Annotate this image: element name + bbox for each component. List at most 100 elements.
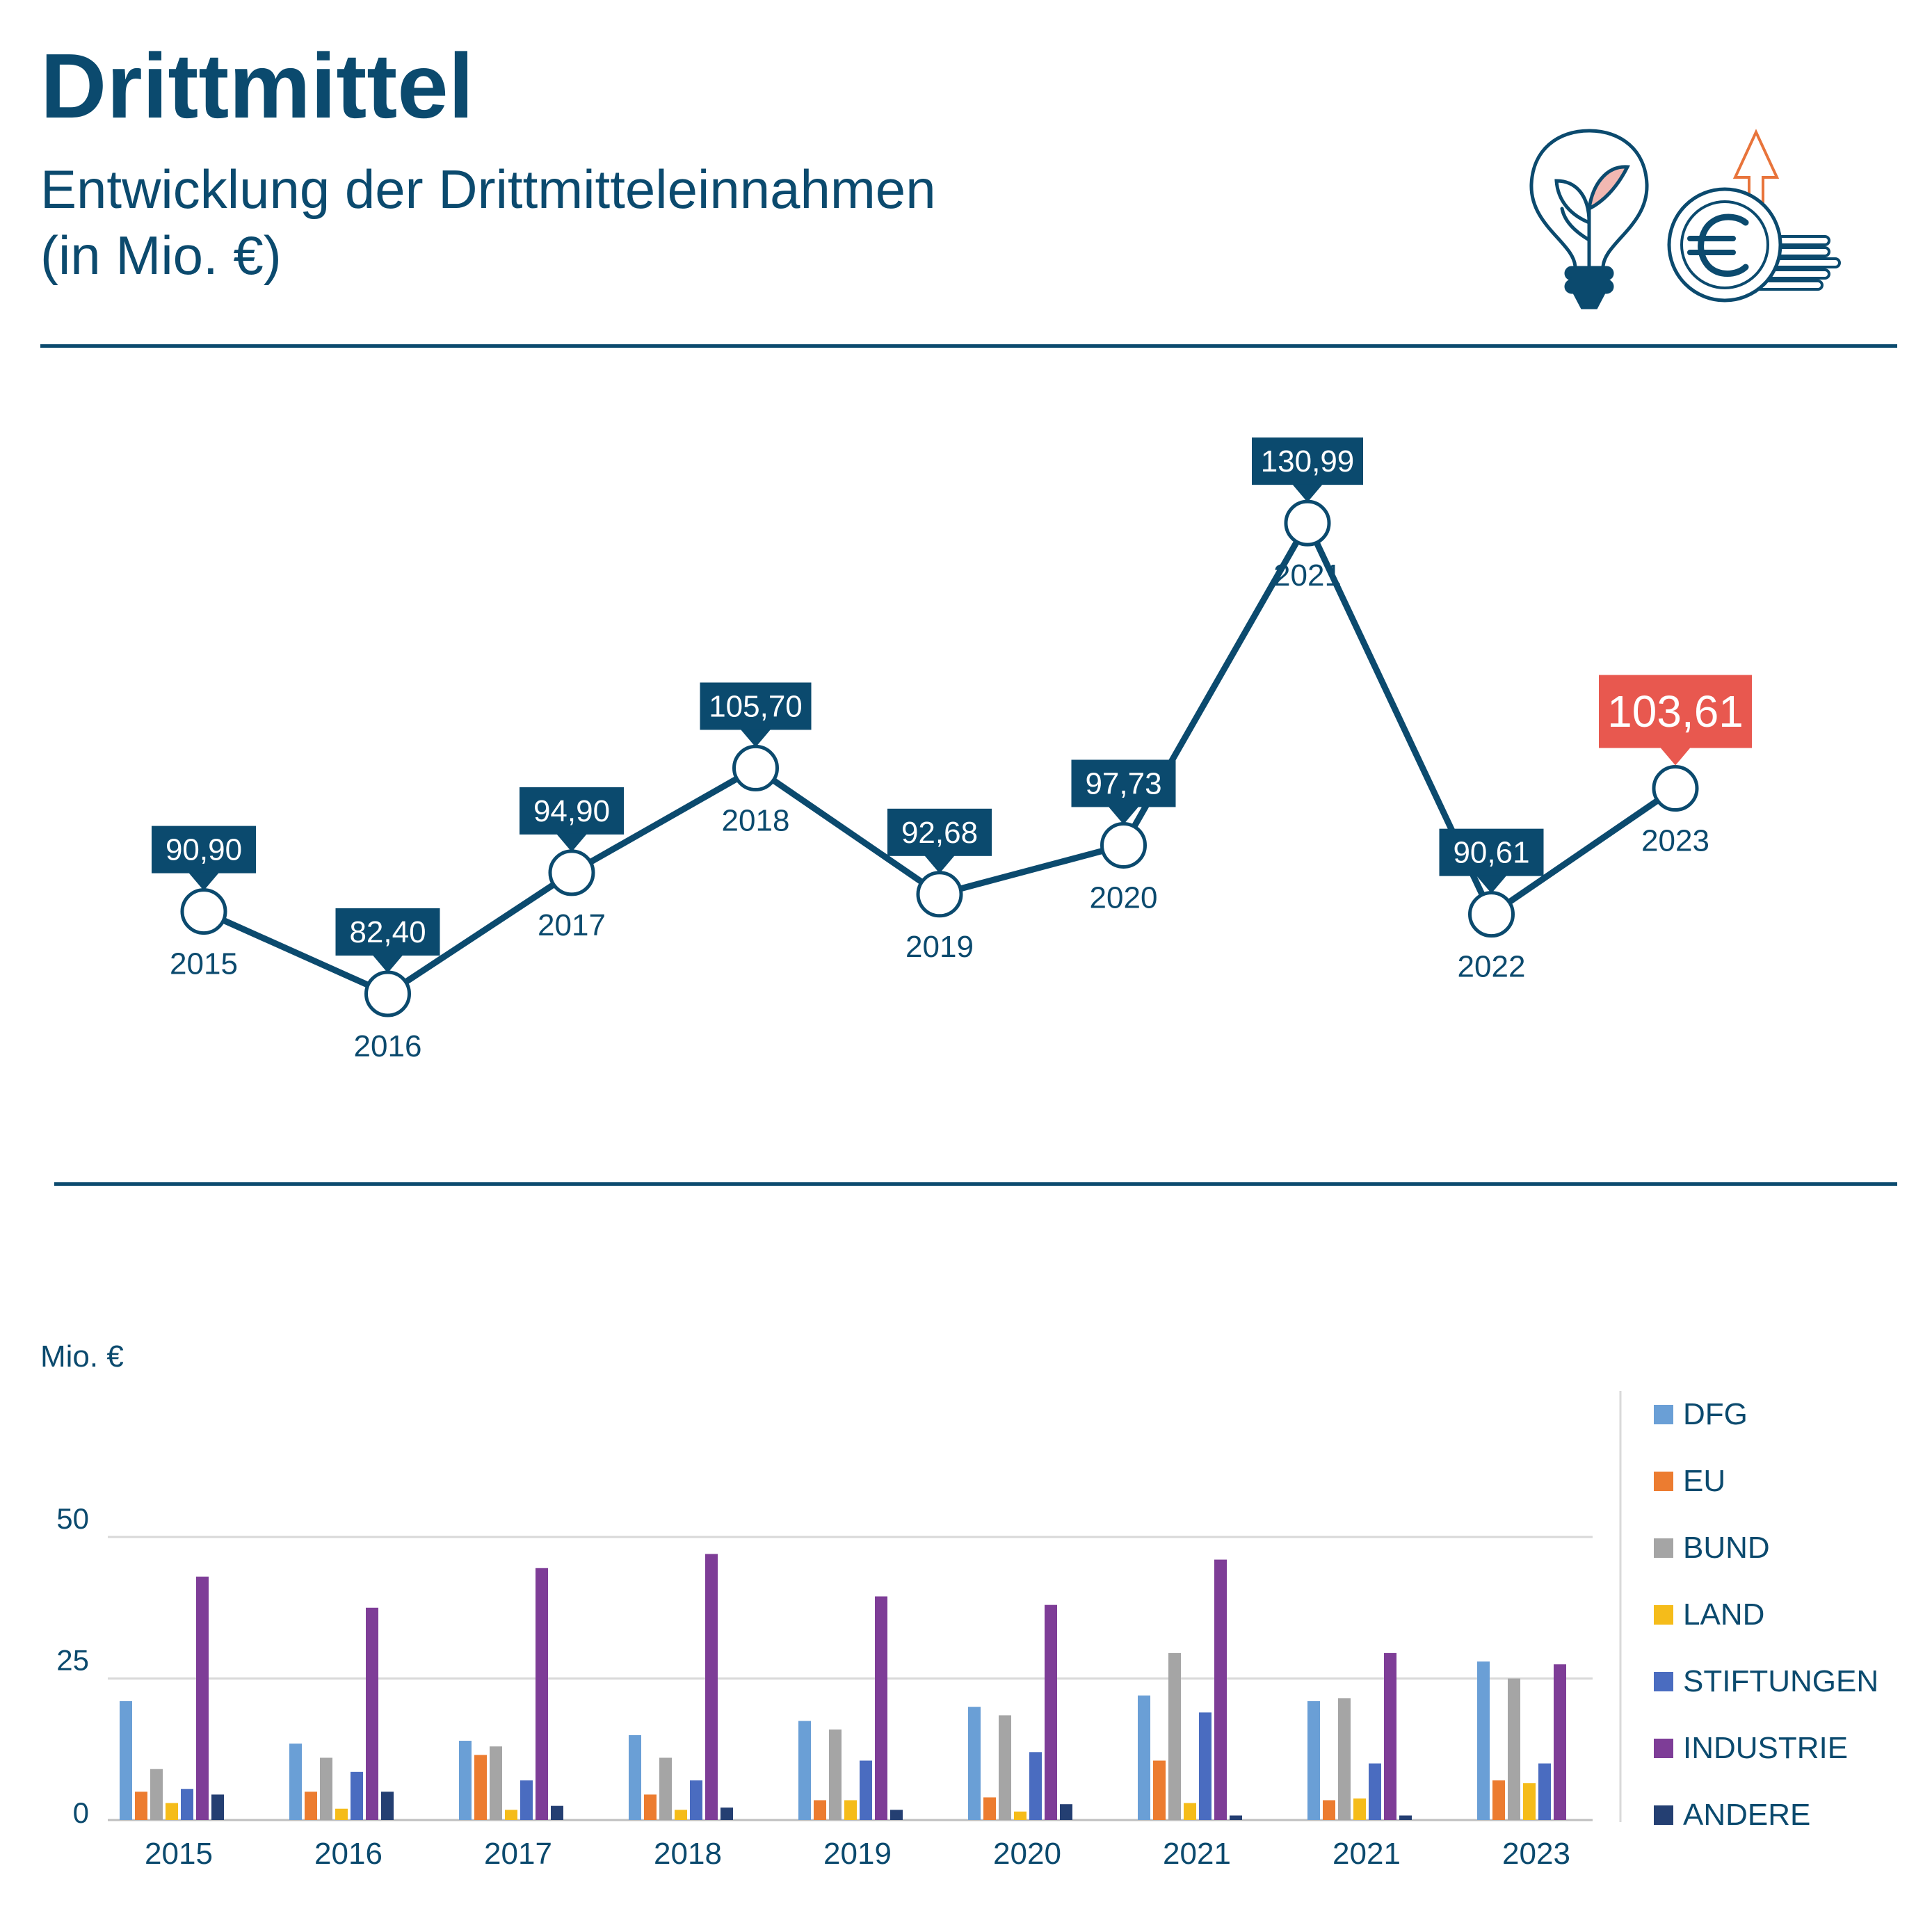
value-callout-box bbox=[1439, 828, 1544, 876]
legend-label: INDUSTRIE bbox=[1683, 1731, 1848, 1765]
bar bbox=[166, 1803, 178, 1820]
x-tick-label: 2019 bbox=[823, 1837, 892, 1871]
data-point bbox=[1284, 499, 1331, 547]
bar bbox=[1508, 1678, 1520, 1820]
x-tick-label: 2015 bbox=[145, 1837, 213, 1871]
bar bbox=[551, 1805, 563, 1820]
value-callout-box bbox=[152, 826, 256, 874]
x-tick-label: 2022 bbox=[1458, 950, 1526, 984]
bar bbox=[1014, 1811, 1027, 1820]
bar bbox=[705, 1554, 718, 1820]
legend-swatch bbox=[1654, 1672, 1673, 1691]
bar bbox=[459, 1741, 472, 1820]
bar bbox=[1399, 1815, 1412, 1820]
bar bbox=[629, 1734, 641, 1820]
x-tick-label: 2019 bbox=[905, 930, 974, 964]
value-callout-pointer bbox=[556, 833, 587, 852]
x-tick-label: 2020 bbox=[1090, 880, 1158, 915]
bar bbox=[1199, 1712, 1211, 1820]
data-point bbox=[732, 744, 779, 791]
bar bbox=[335, 1808, 348, 1820]
bar bbox=[135, 1792, 147, 1820]
value-callout-pointer bbox=[1476, 875, 1507, 894]
x-tick-label: 2021 bbox=[1273, 558, 1342, 593]
legend-swatch bbox=[1654, 1472, 1673, 1491]
bar bbox=[1369, 1763, 1381, 1820]
legend-label: DFG bbox=[1683, 1397, 1748, 1431]
data-label: 92,68 bbox=[901, 816, 978, 850]
data-label: 103,61 bbox=[1607, 686, 1744, 736]
bar bbox=[844, 1800, 857, 1820]
legend-label: STIFTUNGEN bbox=[1683, 1664, 1878, 1698]
bar bbox=[1138, 1695, 1150, 1820]
bar bbox=[829, 1729, 842, 1820]
value-callout-pointer bbox=[924, 855, 955, 874]
subtitle-line-1: Entwicklung der Drittmitteleinnahmen bbox=[40, 159, 936, 220]
bar bbox=[659, 1757, 672, 1820]
data-point bbox=[1652, 765, 1699, 812]
legend-swatch bbox=[1654, 1538, 1673, 1558]
value-callout-box bbox=[520, 787, 624, 835]
value-callout-box bbox=[887, 808, 992, 856]
bar-chart: Mio. € 0 25 50 2015 2016 2017 2018 2019 2020 2021 2… bbox=[40, 1339, 1878, 1871]
x-tick-label: 2015 bbox=[170, 947, 238, 981]
x-tick-label: 2021 bbox=[1333, 1837, 1401, 1871]
bar bbox=[289, 1744, 302, 1820]
bar bbox=[875, 1596, 887, 1820]
divider-middle bbox=[54, 1182, 1897, 1186]
bar bbox=[1338, 1698, 1351, 1820]
bar bbox=[320, 1757, 332, 1820]
value-callout-box bbox=[1071, 759, 1176, 807]
bar bbox=[798, 1721, 811, 1820]
bar bbox=[150, 1769, 163, 1820]
data-point bbox=[180, 888, 227, 935]
bar bbox=[196, 1576, 209, 1820]
data-label: 130,99 bbox=[1261, 444, 1355, 478]
legend-label: LAND bbox=[1683, 1597, 1764, 1632]
data-label: 82,40 bbox=[349, 915, 426, 949]
value-callout-pointer bbox=[372, 955, 403, 973]
data-label: 90,61 bbox=[1453, 836, 1529, 870]
bar bbox=[351, 1771, 363, 1820]
bar bbox=[1353, 1798, 1366, 1820]
bar bbox=[860, 1760, 872, 1820]
y-axis-label: Mio. € bbox=[40, 1339, 124, 1374]
divider-top bbox=[40, 344, 1897, 348]
data-point bbox=[916, 871, 963, 918]
bar bbox=[644, 1794, 657, 1820]
page-subtitle: Entwicklung der Drittmitteleinnahmen (in… bbox=[40, 156, 936, 289]
bar bbox=[814, 1800, 826, 1820]
bar bbox=[675, 1810, 687, 1820]
bar bbox=[490, 1746, 502, 1820]
legend-swatch bbox=[1654, 1405, 1673, 1424]
legend-label: BUND bbox=[1683, 1531, 1770, 1565]
bar bbox=[1029, 1752, 1042, 1820]
bar bbox=[1214, 1559, 1227, 1820]
subtitle-line-2: (in Mio. €) bbox=[40, 225, 282, 287]
data-point bbox=[548, 849, 595, 896]
legend-label: ANDERE bbox=[1683, 1798, 1810, 1832]
line-chart: 2015 2016 2017 2018 2019 2020 2021 2022 2023 90,9… bbox=[152, 437, 1752, 1063]
lightbulb-plant-icon bbox=[1529, 129, 1649, 309]
data-point bbox=[1100, 821, 1147, 869]
legend-swatch bbox=[1654, 1805, 1673, 1825]
bar bbox=[721, 1808, 733, 1820]
y-tick-label: 0 bbox=[73, 1796, 89, 1829]
bar bbox=[366, 1607, 378, 1820]
bar bbox=[1307, 1701, 1320, 1820]
x-tick-label: 2021 bbox=[1163, 1837, 1231, 1871]
y-tick-label: 50 bbox=[56, 1502, 89, 1535]
bar bbox=[1523, 1783, 1536, 1820]
bar bbox=[890, 1810, 903, 1820]
bar bbox=[1168, 1652, 1181, 1820]
data-label: 97,73 bbox=[1085, 766, 1161, 800]
bar bbox=[1230, 1815, 1242, 1820]
value-callout-pointer bbox=[740, 729, 771, 748]
x-tick-label: 2016 bbox=[354, 1029, 422, 1063]
bar bbox=[520, 1780, 533, 1820]
data-label: 94,90 bbox=[533, 794, 610, 828]
x-tick-label: 2017 bbox=[484, 1837, 552, 1871]
bar bbox=[120, 1701, 132, 1820]
bar bbox=[1492, 1780, 1505, 1820]
y-tick-label: 25 bbox=[56, 1644, 89, 1677]
